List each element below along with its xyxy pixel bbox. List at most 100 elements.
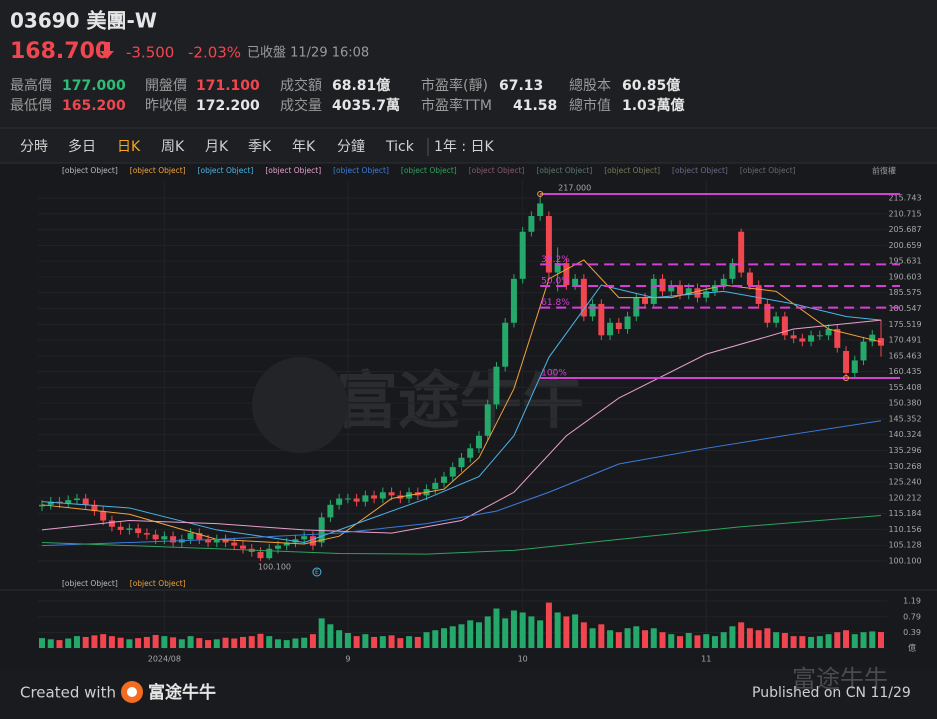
tab[interactable]: 年K — [292, 139, 316, 155]
candle-body — [537, 203, 544, 217]
footer-bar — [0, 668, 937, 719]
stat-label: 昨收價 — [145, 97, 187, 114]
x-tick-label: 11 — [701, 655, 711, 664]
volume-bar — [336, 630, 343, 648]
tab[interactable]: 日K — [117, 139, 141, 155]
y-tick-label: 200.659 — [888, 241, 921, 250]
y-tick-label: 115.184 — [888, 509, 921, 518]
candle-body — [869, 334, 876, 342]
volume-bar — [292, 638, 299, 648]
tab-range[interactable]: 1年 : 日K — [434, 139, 495, 155]
volume-bar — [467, 620, 474, 648]
tab[interactable]: 多日 — [68, 138, 96, 155]
volume-bar — [816, 636, 823, 648]
candle-body — [126, 528, 133, 530]
peak-label: 217.000 — [558, 184, 591, 193]
tab[interactable]: 季K — [248, 139, 272, 155]
candle-body — [100, 511, 107, 521]
y-tick-label: 150.380 — [888, 399, 921, 408]
candle-body — [318, 517, 325, 543]
volume-bar — [493, 608, 500, 648]
volume-bar — [231, 638, 238, 648]
change-percent: -2.03% — [188, 44, 241, 62]
candle-body — [755, 285, 762, 304]
volume-bar — [528, 616, 535, 648]
volume-bar — [309, 634, 316, 648]
y-tick-label: 120.212 — [888, 493, 921, 502]
indicator-legend: [object Object] — [198, 166, 254, 175]
volume-bar — [266, 636, 273, 648]
volume-bar — [327, 624, 334, 648]
candle-body — [851, 360, 858, 373]
volume-bar — [790, 636, 797, 648]
candle-body — [790, 335, 797, 339]
candle-body — [301, 536, 308, 540]
candle-body — [266, 548, 273, 559]
y-tick-label: 205.687 — [888, 225, 921, 234]
candle-body — [589, 303, 596, 317]
volume-bar — [397, 638, 404, 648]
y-tick-label: 185.575 — [888, 288, 921, 297]
candle-body — [344, 498, 351, 500]
volume-bar — [746, 628, 753, 648]
volume-bar — [135, 638, 142, 648]
candle-body — [467, 448, 474, 458]
candle-body — [108, 520, 115, 527]
candle-body — [309, 536, 316, 546]
volume-bar — [161, 636, 168, 648]
stat-label: 成交量 — [280, 97, 322, 114]
volume-bar — [56, 640, 63, 648]
volume-bar — [441, 628, 448, 648]
volume-bar — [283, 640, 290, 648]
stat-label: 總股本 — [569, 77, 611, 94]
volume-bar — [720, 632, 727, 648]
tab[interactable]: 分時 — [20, 139, 48, 155]
volume-bar — [143, 636, 150, 648]
down-arrow — [100, 42, 114, 59]
volume-bar — [371, 636, 378, 648]
volume-bar — [82, 636, 89, 648]
candle-body — [834, 329, 841, 348]
stat-value: 1.03萬億 — [622, 97, 685, 114]
y-tick-label: 110.156 — [888, 525, 921, 534]
candle-body — [187, 533, 194, 540]
candle-body — [676, 285, 683, 295]
volume-bar — [170, 637, 177, 648]
volume-bar — [607, 630, 614, 648]
indicator-legend: [object Object] — [62, 166, 118, 175]
candle-body — [231, 542, 238, 546]
candle-body — [554, 263, 561, 273]
tab[interactable]: Tick — [385, 139, 415, 155]
volume-bar — [834, 632, 841, 648]
y-tick-label: 190.603 — [888, 272, 921, 281]
chart-panel — [0, 163, 937, 668]
y-tick-label: 215.743 — [888, 194, 921, 203]
volume-tick-label: 0.39 — [903, 628, 921, 637]
volume-bar — [781, 632, 788, 648]
tab[interactable]: 月K — [205, 139, 229, 155]
tab[interactable]: 周K — [161, 139, 185, 155]
stat-value: 165.200 — [62, 98, 126, 114]
volume-bar — [860, 632, 867, 648]
y-tick-label: 125.240 — [888, 478, 921, 487]
tab[interactable]: 分鐘 — [337, 138, 365, 155]
watermark-logo — [252, 357, 348, 453]
candle-body — [545, 216, 552, 273]
stat-label: 最低價 — [10, 97, 52, 114]
brand-logo-dot — [127, 687, 137, 697]
published: Published on CN 11/29 — [752, 685, 911, 701]
volume-bar — [519, 612, 526, 648]
candle-body — [825, 329, 832, 336]
volume-bar — [869, 631, 876, 648]
stat-value: 41.58 — [513, 98, 557, 114]
volume-bar — [449, 626, 456, 648]
volume-bar — [668, 634, 675, 648]
stat-value: 4035.7萬 — [332, 97, 400, 114]
volume-tick-label: 億 — [908, 643, 916, 653]
price: 168.700 — [10, 39, 110, 64]
candle-body — [353, 498, 360, 502]
volume-bar — [764, 628, 771, 648]
y-tick-label: 160.435 — [888, 367, 921, 376]
candle-body — [694, 288, 701, 298]
indicator-legend: [object Object] — [265, 166, 321, 175]
